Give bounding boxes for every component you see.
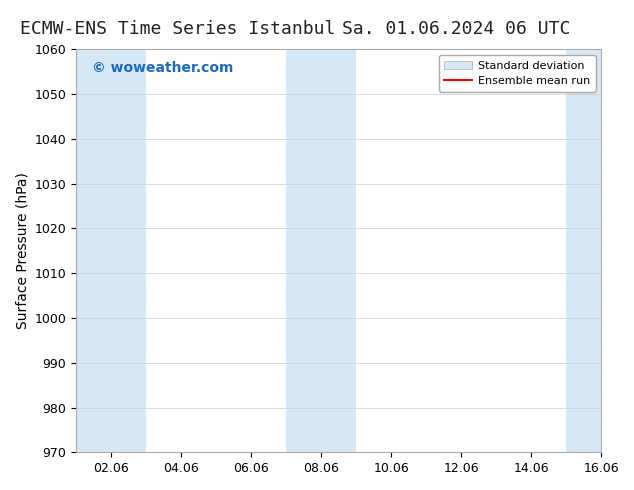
Y-axis label: Surface Pressure (hPa): Surface Pressure (hPa) [15,172,29,329]
Text: Sa. 01.06.2024 06 UTC: Sa. 01.06.2024 06 UTC [342,20,571,38]
Text: © woweather.com: © woweather.com [92,61,233,75]
Bar [566,49,601,452]
Text: ECMW-ENS Time Series Istanbul: ECMW-ENS Time Series Istanbul [20,20,335,38]
Legend: Standard deviation, Ensemble mean run: Standard deviation, Ensemble mean run [439,55,595,92]
Bar [76,49,146,452]
Bar [286,49,356,452]
